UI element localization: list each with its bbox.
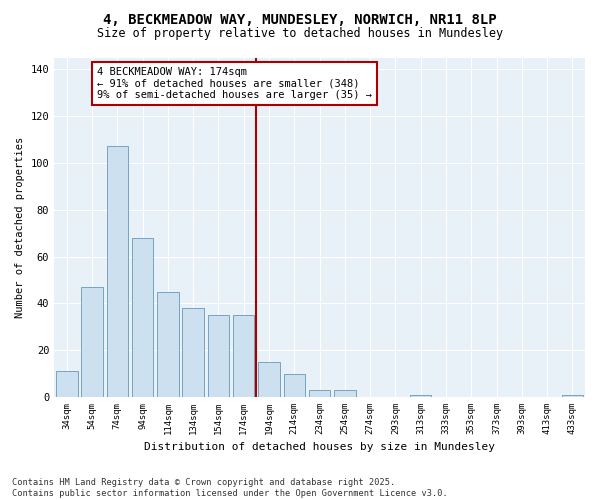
Text: 4 BECKMEADOW WAY: 174sqm
← 91% of detached houses are smaller (348)
9% of semi-d: 4 BECKMEADOW WAY: 174sqm ← 91% of detach… <box>97 67 372 100</box>
Bar <box>233 315 254 397</box>
Bar <box>107 146 128 397</box>
Bar <box>284 374 305 397</box>
Bar <box>132 238 154 397</box>
Bar <box>157 292 179 397</box>
Bar <box>562 394 583 397</box>
Bar <box>334 390 356 397</box>
X-axis label: Distribution of detached houses by size in Mundesley: Distribution of detached houses by size … <box>144 442 495 452</box>
Bar <box>182 308 204 397</box>
Bar <box>56 372 77 397</box>
Bar <box>208 315 229 397</box>
Bar <box>309 390 331 397</box>
Bar <box>258 362 280 397</box>
Bar <box>410 394 431 397</box>
Text: Contains HM Land Registry data © Crown copyright and database right 2025.
Contai: Contains HM Land Registry data © Crown c… <box>12 478 448 498</box>
Text: Size of property relative to detached houses in Mundesley: Size of property relative to detached ho… <box>97 28 503 40</box>
Y-axis label: Number of detached properties: Number of detached properties <box>15 136 25 318</box>
Text: 4, BECKMEADOW WAY, MUNDESLEY, NORWICH, NR11 8LP: 4, BECKMEADOW WAY, MUNDESLEY, NORWICH, N… <box>103 12 497 26</box>
Bar <box>82 287 103 397</box>
